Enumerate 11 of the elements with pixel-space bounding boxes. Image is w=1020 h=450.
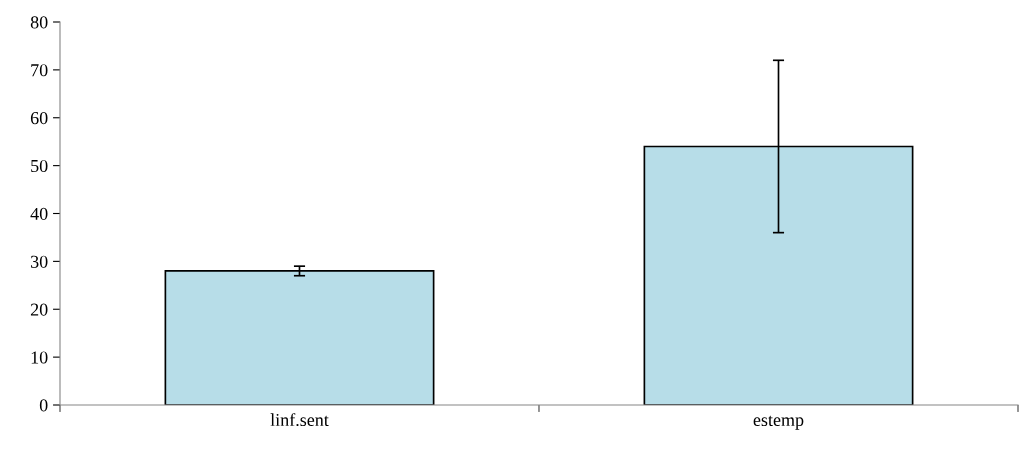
y-tick-label: 20 bbox=[30, 303, 48, 316]
y-tick-label: 50 bbox=[31, 159, 48, 173]
x-tick-label: linf.sent bbox=[270, 413, 329, 427]
y-tick-label: 30 bbox=[31, 255, 48, 268]
x-tick-label: estemp bbox=[753, 415, 804, 430]
y-tick-label: 70 bbox=[31, 64, 48, 77]
y-tick-label: 80 bbox=[30, 16, 48, 29]
y-tick-label: 40 bbox=[30, 207, 48, 220]
y-tick-label: 10 bbox=[31, 351, 48, 364]
y-tick-label: 0 bbox=[39, 399, 48, 412]
y-tick-label: 60 bbox=[30, 112, 48, 125]
